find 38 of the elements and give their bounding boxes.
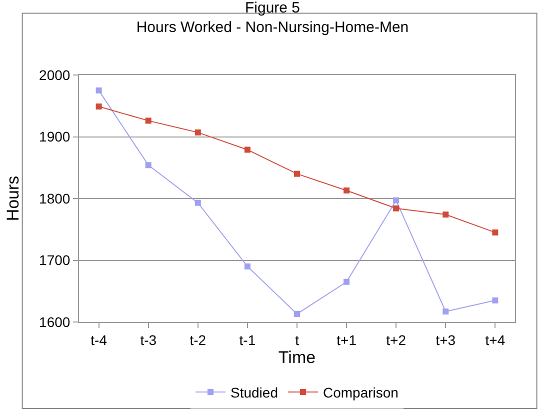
chart-subtitle: Hours Worked - Non-Nursing-Home-Men (136, 19, 409, 36)
legend-label: Studied (230, 384, 278, 400)
x-tick-label: t+3 (436, 332, 456, 348)
point (145, 162, 152, 168)
point (244, 263, 250, 270)
x-tick-label: t+1 (336, 332, 357, 348)
point (492, 297, 498, 304)
x-tick-label: t+4 (485, 332, 506, 348)
y-tick-label: 1800 (39, 190, 70, 206)
y-tick-label: 2000 (39, 66, 70, 83)
point (344, 187, 350, 194)
x-tick-label: t-3 (140, 332, 157, 348)
x-tick-label: t-4 (90, 332, 108, 348)
y-axis-title: Hours (4, 176, 23, 222)
point (294, 170, 300, 177)
x-tick-label: t-2 (190, 332, 206, 348)
point (194, 200, 201, 206)
point (294, 310, 300, 317)
point (442, 212, 449, 218)
point (145, 118, 152, 124)
y-tick-label: 1900 (39, 128, 70, 145)
point (393, 205, 400, 212)
point (393, 197, 400, 204)
chart-title: Figure 5 (244, 0, 300, 17)
x-tick-label: t-1 (239, 332, 256, 348)
point (344, 278, 350, 285)
x-tick-label: t (295, 332, 300, 348)
legend-label: Comparison (322, 384, 398, 400)
x-axis-title: Time (278, 348, 316, 367)
y-tick-label: 1600 (39, 314, 70, 330)
point (244, 146, 250, 153)
point (96, 87, 102, 94)
point (492, 229, 498, 236)
y-tick-label: 1700 (39, 252, 70, 268)
point (194, 129, 201, 136)
x-tick-label: t+2 (386, 332, 406, 348)
point (442, 308, 449, 314)
point (96, 103, 102, 110)
